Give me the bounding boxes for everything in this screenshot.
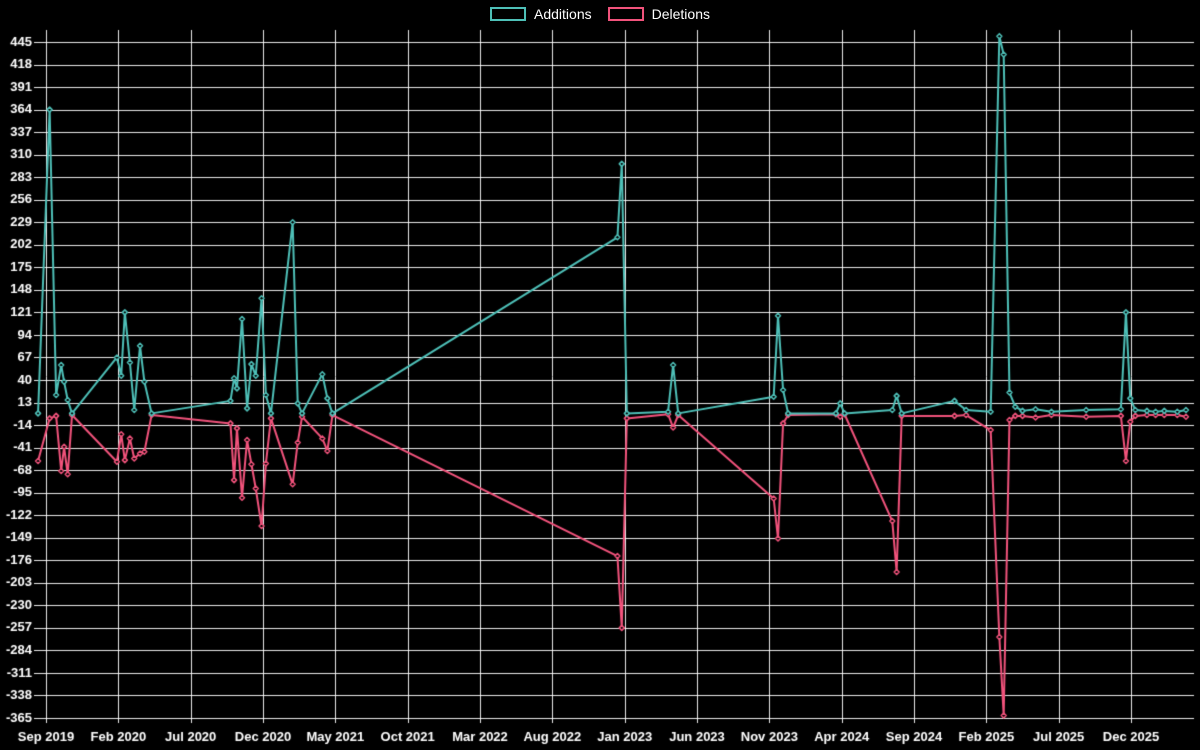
legend-label-deletions: Deletions xyxy=(651,6,710,22)
legend-label-additions: Additions xyxy=(534,6,592,22)
legend-item-deletions[interactable]: Deletions xyxy=(607,5,710,23)
chart-legend: Additions Deletions xyxy=(490,5,710,23)
additions-swatch-icon xyxy=(490,7,527,21)
legend-item-additions[interactable]: Additions xyxy=(490,5,592,23)
deletions-swatch-icon xyxy=(607,7,644,21)
